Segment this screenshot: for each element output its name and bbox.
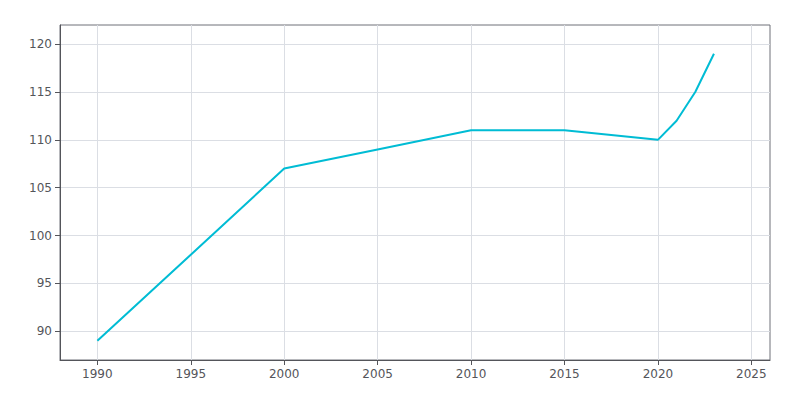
svg-text:105: 105 [29,181,52,195]
svg-text:120: 120 [29,37,52,51]
svg-text:115: 115 [29,85,52,99]
svg-text:2000: 2000 [269,367,300,381]
svg-text:2015: 2015 [549,367,580,381]
svg-text:2020: 2020 [643,367,674,381]
svg-text:1990: 1990 [82,367,113,381]
svg-text:2025: 2025 [736,367,767,381]
svg-text:2010: 2010 [456,367,487,381]
svg-text:110: 110 [29,133,52,147]
svg-text:100: 100 [29,229,52,243]
svg-text:95: 95 [37,276,52,290]
svg-text:90: 90 [37,324,52,338]
svg-text:1995: 1995 [176,367,207,381]
svg-text:2005: 2005 [362,367,393,381]
